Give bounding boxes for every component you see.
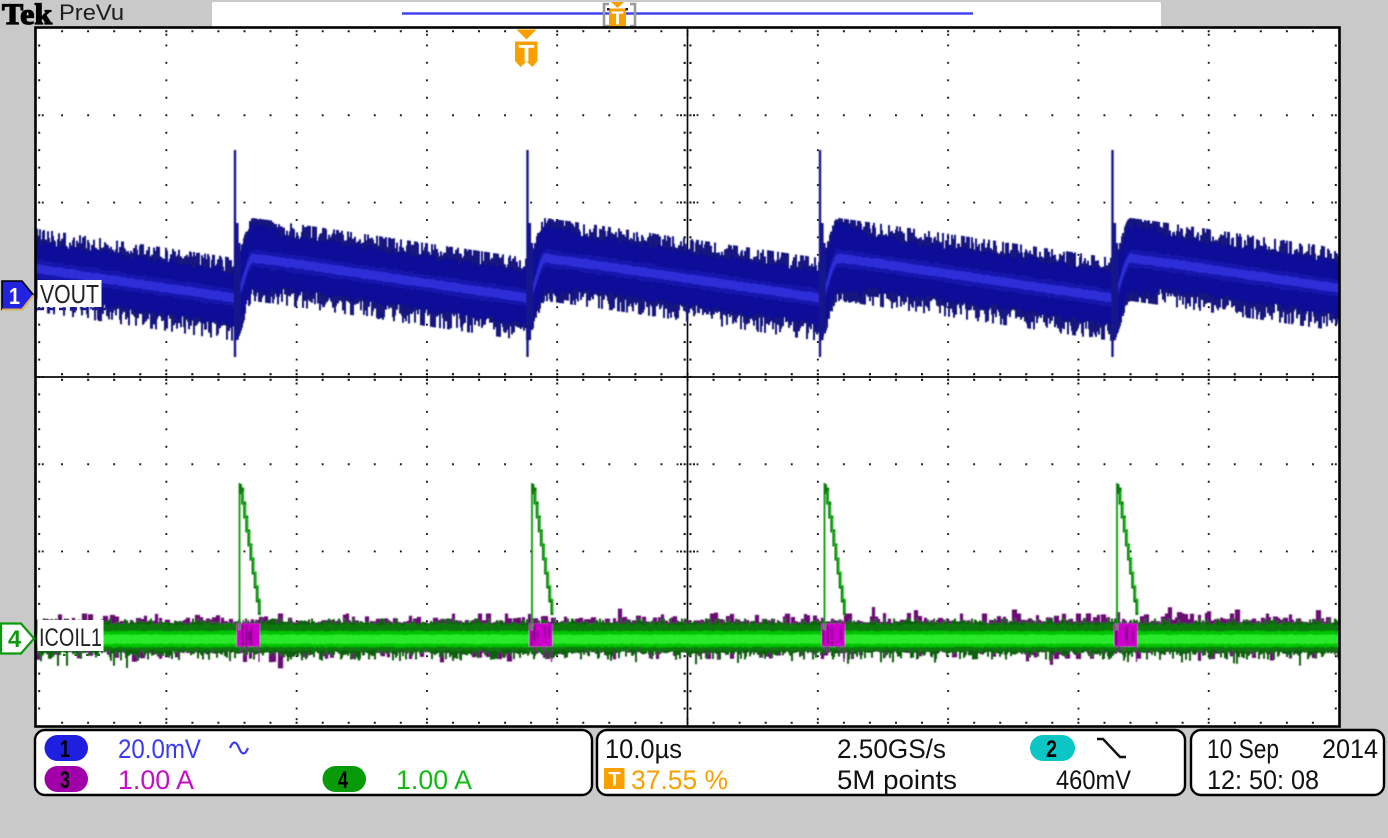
svg-text:5M points: 5M points	[837, 765, 957, 795]
svg-text:3: 3	[60, 767, 70, 794]
svg-text:1: 1	[9, 283, 20, 309]
svg-text:T: T	[612, 9, 624, 29]
svg-text:10.0µs: 10.0µs	[605, 734, 682, 764]
svg-text:4: 4	[338, 767, 348, 794]
svg-text:4: 4	[8, 626, 22, 653]
svg-text:10 Sep: 10 Sep	[1207, 734, 1279, 764]
svg-text:12: 50: 08: 12: 50: 08	[1207, 765, 1319, 795]
svg-text:T: T	[519, 41, 535, 68]
svg-text:1: 1	[60, 736, 70, 763]
svg-text:VOUT: VOUT	[40, 279, 99, 309]
svg-text:2.50GS/s: 2.50GS/s	[837, 734, 946, 764]
svg-text:1.00 A: 1.00 A	[396, 765, 472, 795]
svg-text:2014: 2014	[1322, 734, 1378, 764]
svg-text:460mV: 460mV	[1056, 765, 1131, 795]
svg-text:1.00 A: 1.00 A	[118, 765, 194, 795]
svg-text:PreVu: PreVu	[59, 0, 124, 25]
svg-text:20.0mV: 20.0mV	[118, 734, 201, 764]
svg-text:ICOIL1: ICOIL1	[39, 624, 102, 652]
svg-text:2: 2	[1046, 736, 1057, 763]
svg-text:37.55 %: 37.55 %	[631, 765, 728, 795]
svg-text:T: T	[609, 770, 621, 791]
